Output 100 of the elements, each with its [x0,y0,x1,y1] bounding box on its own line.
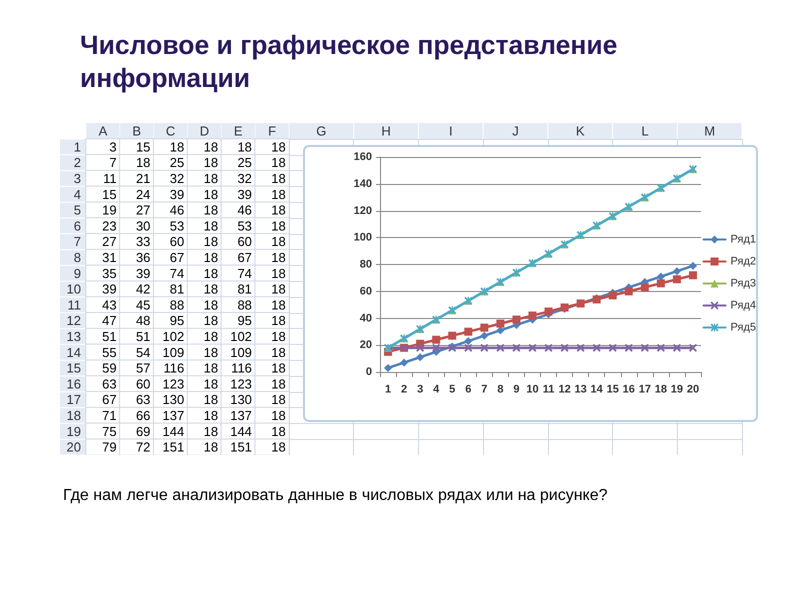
data-label: 21 [136,171,150,186]
x-tick-label: 8 [497,384,504,396]
data-label: 66 [136,408,150,423]
data-label: 116 [231,360,252,376]
data-label: 71 [102,408,117,423]
data-label: 116 [164,360,184,376]
data-label: 32 [170,171,184,186]
data-label: 144 [230,424,252,439]
data-label: 27 [102,234,117,250]
legend-label: Ряд1 [730,234,756,246]
data-label: 18 [271,408,286,423]
x-tick-label: J [512,124,519,138]
data-label: 55 [102,344,117,360]
data-label: 39 [237,186,252,202]
legend-label: Ряд2 [730,256,756,268]
y-tick-label: 3 [74,171,81,186]
data-label: 36 [136,250,150,265]
y-tick-label: 20 [360,339,372,352]
x-tick-label: H [381,124,391,138]
x-tick-label: 12 [558,384,571,396]
data-label: 33 [136,234,150,250]
y-tick-label: 15 [66,360,81,376]
y-tick-label: 160 [354,151,372,163]
data-label: 18 [271,360,286,376]
x-tick-label: 14 [590,384,604,396]
x-tick-label: 4 [433,384,440,396]
data-label: 81 [170,282,184,297]
legend-label: Ряд4 [730,300,756,312]
x-tick-label: 1 [384,384,392,396]
y-tick-label: 13 [66,329,81,344]
data-label: 59 [102,360,117,376]
data-label: 67 [237,250,252,265]
data-label: 123 [162,376,184,392]
data-label: 63 [136,392,150,408]
data-label: 24 [136,186,150,202]
data-label: 102 [162,329,184,344]
data-label: 51 [102,329,117,344]
x-tick-label: 6 [465,384,472,396]
data-label: 18 [271,186,286,202]
text: Где нам легче анализировать данные в числовых рядах или на рисунке? [63,486,609,506]
data-label: 144 [162,424,184,439]
data-label: 7 [109,155,117,170]
x-tick-label: B [132,124,142,138]
y-tick-label: 11 [68,297,81,312]
data-label: 18 [271,234,286,250]
data-label: 51 [136,329,150,344]
data-label: 81 [237,282,252,297]
data-label: 109 [162,344,184,360]
x-tick-label: L [641,124,649,138]
data-label: 18 [136,155,150,170]
data-label: 95 [170,313,184,328]
data-label: 42 [136,282,150,297]
data-label: 57 [136,360,150,376]
x-tick-label: A [98,124,108,138]
x-tick-label: C [166,124,176,138]
data-label: 151 [162,440,184,455]
x-tick-label: 3 [417,384,424,396]
x-tick-label: 15 [606,384,619,396]
data-label: 60 [136,376,150,392]
data-label: 74 [237,266,252,281]
data-label: 18 [204,440,218,455]
x-tick-label: E [234,124,243,138]
data-label: 67 [102,392,117,408]
data-label: 123 [230,376,252,392]
data-label: 18 [271,218,286,234]
data-label: 18 [271,440,286,455]
data-label: 18 [271,313,286,328]
y-tick-label: 1 [74,139,81,154]
data-label: 18 [204,250,218,265]
y-tick-label: 120 [354,204,372,217]
data-label: 53 [170,218,184,234]
data-label: 18 [204,218,218,234]
data-label: 18 [271,202,286,218]
data-label: 53 [237,218,252,234]
data-label: 39 [170,186,184,202]
x-tick-label: 7 [481,384,488,396]
y-tick-label: 80 [360,258,372,270]
x-tick-label: G [316,124,326,138]
data-label: 18 [204,186,218,202]
data-label: 18 [271,139,286,154]
data-label: 63 [102,376,117,392]
data-label: 88 [170,297,184,312]
data-label: 18 [271,297,286,312]
data-label: 46 [170,202,184,218]
data-label: 45 [136,297,150,312]
data-label: 60 [237,234,252,250]
x-tick-label: K [576,124,585,138]
x-tick-label: 18 [654,384,667,396]
data-label: 18 [204,424,218,439]
data-label: 46 [237,202,252,218]
data-label: 18 [170,139,184,154]
data-label: 18 [271,250,286,265]
data-label: 18 [271,171,286,186]
data-label: 74 [170,266,184,281]
data-label: 18 [204,139,218,154]
data-label: 130 [230,392,252,408]
data-label: 137 [162,408,184,423]
x-tick-label: 16 [622,384,635,396]
data-label: 18 [204,202,218,218]
y-tick-label: 5 [74,202,81,218]
